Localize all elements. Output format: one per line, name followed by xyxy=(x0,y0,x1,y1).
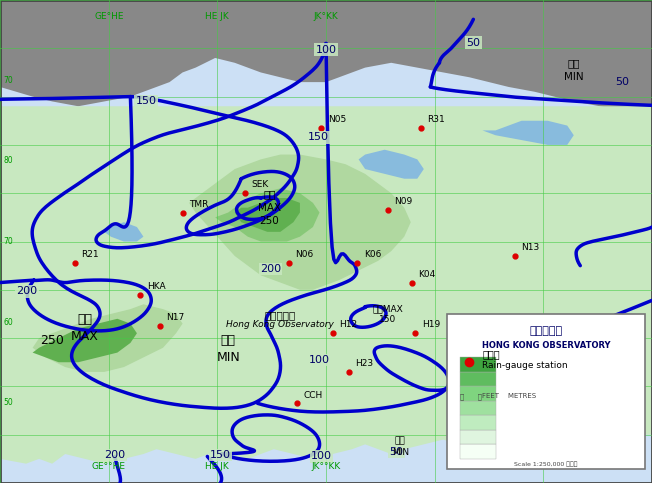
Polygon shape xyxy=(359,150,424,179)
Polygon shape xyxy=(33,319,137,362)
Text: GE°°HE: GE°°HE xyxy=(92,462,126,471)
Text: 100: 100 xyxy=(316,45,336,55)
Text: 香港天文台: 香港天文台 xyxy=(529,326,563,336)
Text: 100: 100 xyxy=(311,452,332,461)
Bar xyxy=(460,401,496,415)
Text: N06: N06 xyxy=(295,251,314,259)
Bar xyxy=(460,386,496,401)
Text: K06: K06 xyxy=(364,251,381,259)
Text: HE JK: HE JK xyxy=(205,462,229,471)
Text: 50: 50 xyxy=(466,38,481,47)
Text: 最低
MIN: 最低 MIN xyxy=(392,437,409,457)
Text: N17: N17 xyxy=(166,313,185,322)
Bar xyxy=(460,372,496,386)
Text: 150: 150 xyxy=(308,132,329,142)
Polygon shape xyxy=(104,222,143,242)
Text: 呎      米: 呎 米 xyxy=(460,394,482,400)
Polygon shape xyxy=(215,188,319,242)
Text: FEET    METRES: FEET METRES xyxy=(482,394,537,399)
Bar xyxy=(460,357,496,372)
Text: 100: 100 xyxy=(309,355,330,365)
Text: HKA: HKA xyxy=(147,282,166,291)
Text: 最高
MAX: 最高 MAX xyxy=(71,313,98,343)
FancyBboxPatch shape xyxy=(447,314,645,469)
Text: 60: 60 xyxy=(3,318,13,327)
Text: JK°°KK: JK°°KK xyxy=(312,462,340,471)
Text: 最高
MAX
250: 最高 MAX 250 xyxy=(258,189,281,226)
Text: SEK: SEK xyxy=(251,181,268,189)
Text: H23: H23 xyxy=(355,359,374,368)
Text: 最低
MIN: 最低 MIN xyxy=(216,334,240,364)
Text: 200: 200 xyxy=(104,450,125,460)
Text: HONG KONG OBSERVATORY: HONG KONG OBSERVATORY xyxy=(482,341,610,350)
Text: R31: R31 xyxy=(427,115,445,124)
Text: N05: N05 xyxy=(328,115,346,124)
Bar xyxy=(460,415,496,430)
Polygon shape xyxy=(0,0,652,111)
Text: 200: 200 xyxy=(260,264,281,274)
Text: R21: R21 xyxy=(82,251,99,259)
Polygon shape xyxy=(0,106,652,464)
Text: CCH: CCH xyxy=(303,391,323,399)
Text: 最低
MIN: 最低 MIN xyxy=(564,58,584,82)
Text: Scale 1:250,000 比例尺: Scale 1:250,000 比例尺 xyxy=(514,461,578,467)
Text: 80: 80 xyxy=(3,156,13,165)
Text: 150: 150 xyxy=(136,97,156,106)
Polygon shape xyxy=(189,155,411,290)
Text: 50: 50 xyxy=(389,447,404,456)
Text: JK°KK: JK°KK xyxy=(314,12,338,21)
Text: 50: 50 xyxy=(3,398,13,407)
Polygon shape xyxy=(235,198,300,232)
Text: Hong Kong Observatory: Hong Kong Observatory xyxy=(226,320,334,329)
Polygon shape xyxy=(33,304,183,372)
Text: H19: H19 xyxy=(422,321,440,329)
Text: 雨量站: 雨量站 xyxy=(482,349,500,359)
Text: 70: 70 xyxy=(3,76,13,85)
Text: 250: 250 xyxy=(40,334,64,347)
Text: 香港天文台: 香港天文台 xyxy=(265,310,296,320)
Text: 50: 50 xyxy=(615,77,630,87)
Text: HE JK: HE JK xyxy=(205,12,229,21)
Text: N09: N09 xyxy=(394,198,413,206)
Text: 最高MAX
150: 最高MAX 150 xyxy=(372,304,404,324)
Text: N13: N13 xyxy=(522,243,540,252)
Bar xyxy=(460,430,496,444)
Text: 150: 150 xyxy=(210,450,231,460)
Text: TMR: TMR xyxy=(189,200,209,209)
Bar xyxy=(460,444,496,459)
Text: H12: H12 xyxy=(339,321,357,329)
Polygon shape xyxy=(482,121,574,145)
Text: 200: 200 xyxy=(16,286,37,296)
Text: Rain-gauge station: Rain-gauge station xyxy=(482,361,568,370)
Text: K04: K04 xyxy=(419,270,436,279)
Text: 70: 70 xyxy=(3,237,13,246)
Text: GE°HE: GE°HE xyxy=(94,12,124,21)
